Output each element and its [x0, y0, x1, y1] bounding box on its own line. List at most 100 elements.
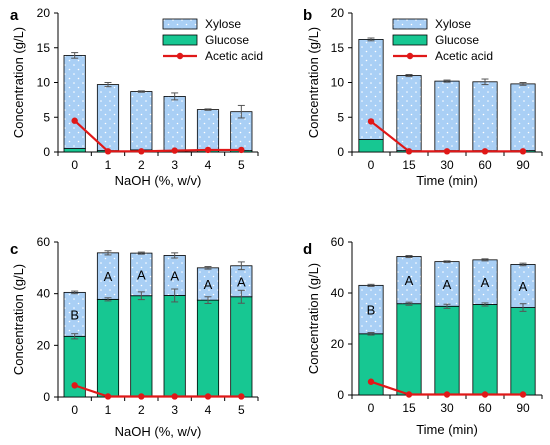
y-tick-label: 20 — [37, 338, 51, 352]
y-tick-label: 15 — [37, 41, 51, 55]
x-tick-label: 0 — [71, 403, 78, 417]
y-tick-label: 15 — [331, 41, 345, 55]
y-tick-label: 0 — [337, 388, 344, 402]
panel-letter: d — [303, 241, 312, 258]
acetic-acid-point — [443, 391, 451, 398]
acetic-acid-point — [367, 378, 375, 385]
legend-label: Glucose — [435, 33, 479, 47]
x-tick-label: 1 — [105, 158, 112, 172]
bar-label: A — [443, 277, 452, 292]
x-tick-label: 4 — [205, 158, 212, 172]
x-tick-label: 4 — [205, 403, 212, 417]
xylose-bar — [434, 80, 460, 152]
y-axis-label: Concentration (g/L) — [11, 264, 26, 375]
xylose-bar — [196, 109, 220, 152]
legend-glucose-swatch — [392, 34, 428, 46]
glucose-bar — [63, 148, 86, 153]
acetic-acid-point — [481, 391, 489, 398]
xylose-bar — [510, 83, 536, 152]
y-axis-label: Concentration (g/L) — [306, 27, 321, 138]
y-tick-label: 60 — [331, 235, 345, 249]
xylose-bar — [472, 259, 498, 305]
xylose-bar — [130, 91, 153, 151]
bar-label: A — [405, 273, 414, 288]
x-tick-label: 0 — [368, 158, 375, 172]
y-tick-label: 40 — [37, 287, 51, 301]
legend-label: Acetic acid — [205, 49, 263, 63]
acetic-acid-point — [71, 382, 78, 389]
xylose-bar — [396, 75, 422, 152]
xylose-bar — [510, 264, 536, 308]
acetic-acid-point — [519, 391, 527, 398]
acetic-acid-point — [405, 391, 413, 398]
bar-label: B — [367, 303, 376, 318]
acetic-acid-point — [104, 148, 112, 155]
x-tick-label: 2 — [138, 403, 145, 417]
x-axis-label: Time (min) — [416, 173, 478, 188]
bar-label: A — [137, 267, 146, 282]
acetic-acid-point — [171, 147, 178, 154]
glucose-bar — [510, 307, 536, 396]
y-tick-label: 20 — [37, 6, 51, 20]
bar-label: A — [237, 274, 246, 289]
y-axis-label: Concentration (g/L) — [306, 263, 321, 374]
y-tick-label: 0 — [337, 145, 344, 159]
glucose-bar — [472, 304, 498, 396]
x-tick-label: 60 — [478, 401, 492, 415]
legend-xylose-swatch — [392, 18, 428, 30]
x-axis-label: Time (min) — [416, 422, 478, 437]
xylose-bar — [163, 96, 186, 152]
y-tick-label: 0 — [43, 145, 50, 159]
acetic-acid-point — [204, 393, 212, 400]
x-tick-label: 90 — [516, 401, 530, 415]
acetic-acid-point — [481, 148, 489, 155]
x-tick-label: 30 — [440, 158, 454, 172]
x-tick-label: 30 — [440, 401, 454, 415]
chart-panel-d: d 0 20 40 60 B 0 A 15 A 30 A 60 A 90 Time (min) Concentr… — [303, 235, 543, 437]
x-axis-label: NaOH (%, w/v) — [115, 173, 202, 188]
xylose-bar — [396, 256, 422, 305]
acetic-acid-point — [138, 393, 145, 400]
bar-label: A — [481, 275, 490, 290]
panel-letter: c — [10, 241, 18, 258]
x-tick-label: 2 — [138, 158, 145, 172]
y-tick-label: 60 — [37, 235, 51, 249]
acetic-acid-point — [443, 148, 451, 155]
y-tick-label: 5 — [337, 110, 344, 124]
y-tick-label: 40 — [331, 286, 345, 300]
glucose-bar — [96, 298, 120, 398]
x-tick-label: 1 — [105, 403, 112, 417]
xylose-bar — [96, 84, 120, 152]
legend-glucose-swatch — [162, 34, 198, 46]
legend: Xylose Glucose Acetic acid — [392, 17, 493, 63]
bar-label: B — [70, 307, 79, 322]
y-tick-label: 0 — [43, 390, 50, 404]
bar-label: A — [204, 277, 213, 292]
acetic-acid-point — [367, 118, 375, 125]
glucose-bar — [396, 303, 422, 396]
x-axis-label: NaOH (%, w/v) — [115, 424, 202, 439]
glucose-bar — [358, 333, 384, 396]
glucose-bar — [230, 296, 253, 398]
xylose-bar — [358, 284, 384, 335]
x-tick-label: 3 — [171, 403, 178, 417]
x-tick-label: 0 — [368, 401, 375, 415]
glucose-bar — [196, 299, 220, 398]
x-tick-label: 3 — [171, 158, 178, 172]
legend-acetic-marker — [406, 52, 414, 60]
chart-panel-c: c 0 20 40 60 B 0 A 1 A 2 A 3 A 4 A 5 NaOH (%, w/v) Concent… — [10, 235, 259, 439]
acetic-acid-point — [238, 146, 245, 154]
glucose-bar — [358, 139, 384, 153]
legend: Xylose Glucose Acetic acid — [162, 17, 263, 63]
xylose-bar — [472, 81, 498, 152]
acetic-acid-point — [405, 148, 413, 155]
bar-label: A — [170, 268, 179, 283]
acetic-acid-point — [104, 393, 112, 400]
acetic-acid-point — [138, 148, 145, 155]
x-tick-label: 5 — [238, 158, 245, 172]
acetic-acid-point — [71, 117, 78, 124]
bar-label: A — [519, 279, 528, 294]
acetic-acid-line — [74, 384, 242, 398]
y-tick-label: 10 — [331, 76, 345, 90]
acetic-acid-line — [73, 119, 242, 153]
